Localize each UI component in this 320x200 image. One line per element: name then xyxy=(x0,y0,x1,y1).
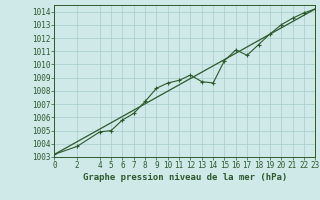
X-axis label: Graphe pression niveau de la mer (hPa): Graphe pression niveau de la mer (hPa) xyxy=(83,173,287,182)
